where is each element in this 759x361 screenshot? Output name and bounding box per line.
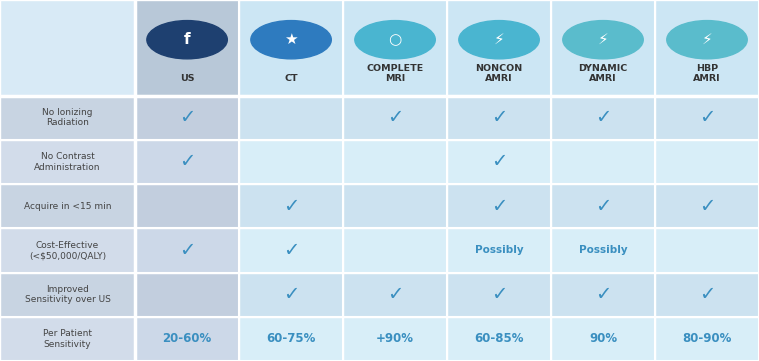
FancyBboxPatch shape xyxy=(343,0,447,96)
FancyBboxPatch shape xyxy=(135,140,239,184)
Text: ✓: ✓ xyxy=(595,197,611,216)
FancyBboxPatch shape xyxy=(655,273,759,317)
FancyBboxPatch shape xyxy=(551,184,655,229)
FancyBboxPatch shape xyxy=(0,273,135,317)
Circle shape xyxy=(667,21,747,59)
FancyBboxPatch shape xyxy=(239,229,343,273)
Text: Possibly: Possibly xyxy=(474,245,524,256)
Circle shape xyxy=(458,21,539,59)
FancyBboxPatch shape xyxy=(447,96,551,140)
FancyBboxPatch shape xyxy=(343,140,447,184)
FancyBboxPatch shape xyxy=(447,184,551,229)
Text: ✓: ✓ xyxy=(179,241,195,260)
Text: ⚡: ⚡ xyxy=(493,32,505,47)
Text: ✓: ✓ xyxy=(491,152,507,171)
FancyBboxPatch shape xyxy=(447,317,551,361)
Text: Cost-Effective
(<$50,000/QALY): Cost-Effective (<$50,000/QALY) xyxy=(29,241,106,260)
Text: COMPLETE
MRI: COMPLETE MRI xyxy=(367,64,424,83)
FancyBboxPatch shape xyxy=(0,229,135,273)
Text: 60-85%: 60-85% xyxy=(474,332,524,345)
Text: ⚡: ⚡ xyxy=(597,32,609,47)
FancyBboxPatch shape xyxy=(655,96,759,140)
FancyBboxPatch shape xyxy=(343,229,447,273)
FancyBboxPatch shape xyxy=(239,273,343,317)
FancyBboxPatch shape xyxy=(0,184,135,229)
FancyBboxPatch shape xyxy=(447,0,551,96)
FancyBboxPatch shape xyxy=(551,273,655,317)
Text: ✓: ✓ xyxy=(699,285,715,304)
FancyBboxPatch shape xyxy=(655,229,759,273)
FancyBboxPatch shape xyxy=(135,229,239,273)
Text: No Contrast
Administration: No Contrast Administration xyxy=(34,152,101,172)
FancyBboxPatch shape xyxy=(239,184,343,229)
Text: NONCON
AMRI: NONCON AMRI xyxy=(475,64,523,83)
FancyBboxPatch shape xyxy=(239,317,343,361)
FancyBboxPatch shape xyxy=(0,140,135,184)
FancyBboxPatch shape xyxy=(239,0,343,96)
Circle shape xyxy=(250,21,331,59)
Text: ✓: ✓ xyxy=(595,285,611,304)
Text: Improved
Sensitivity over US: Improved Sensitivity over US xyxy=(24,285,111,304)
FancyBboxPatch shape xyxy=(343,184,447,229)
Text: ✓: ✓ xyxy=(387,285,403,304)
Text: ✓: ✓ xyxy=(595,108,611,127)
FancyBboxPatch shape xyxy=(135,184,239,229)
FancyBboxPatch shape xyxy=(0,96,135,140)
FancyBboxPatch shape xyxy=(135,273,239,317)
Text: ✓: ✓ xyxy=(179,152,195,171)
FancyBboxPatch shape xyxy=(655,317,759,361)
FancyBboxPatch shape xyxy=(551,229,655,273)
Text: 60-75%: 60-75% xyxy=(266,332,316,345)
FancyBboxPatch shape xyxy=(135,317,239,361)
Text: 90%: 90% xyxy=(589,332,617,345)
FancyBboxPatch shape xyxy=(551,96,655,140)
FancyBboxPatch shape xyxy=(655,140,759,184)
Text: 20-60%: 20-60% xyxy=(162,332,212,345)
Text: Acquire in <15 min: Acquire in <15 min xyxy=(24,202,112,211)
Text: No Ionizing
Radiation: No Ionizing Radiation xyxy=(43,108,93,127)
Text: ✓: ✓ xyxy=(699,197,715,216)
FancyBboxPatch shape xyxy=(551,140,655,184)
FancyBboxPatch shape xyxy=(135,96,239,140)
FancyBboxPatch shape xyxy=(239,96,343,140)
Circle shape xyxy=(147,21,228,59)
Text: ✓: ✓ xyxy=(491,108,507,127)
Text: ✓: ✓ xyxy=(283,241,299,260)
FancyBboxPatch shape xyxy=(343,273,447,317)
FancyBboxPatch shape xyxy=(0,317,135,361)
Text: ○: ○ xyxy=(389,32,402,47)
Circle shape xyxy=(354,21,435,59)
Text: ✓: ✓ xyxy=(283,285,299,304)
Text: f: f xyxy=(184,32,191,47)
Text: 80-90%: 80-90% xyxy=(682,332,732,345)
Circle shape xyxy=(563,21,644,59)
Text: ✓: ✓ xyxy=(491,197,507,216)
Text: Possibly: Possibly xyxy=(578,245,628,256)
Text: CT: CT xyxy=(285,74,298,83)
FancyBboxPatch shape xyxy=(447,273,551,317)
FancyBboxPatch shape xyxy=(655,184,759,229)
Text: ⚡: ⚡ xyxy=(701,32,713,47)
Text: ✓: ✓ xyxy=(179,108,195,127)
FancyBboxPatch shape xyxy=(551,317,655,361)
Text: ✓: ✓ xyxy=(283,197,299,216)
FancyBboxPatch shape xyxy=(239,140,343,184)
FancyBboxPatch shape xyxy=(135,0,239,96)
FancyBboxPatch shape xyxy=(551,0,655,96)
Text: US: US xyxy=(180,74,194,83)
FancyBboxPatch shape xyxy=(655,0,759,96)
FancyBboxPatch shape xyxy=(447,229,551,273)
Text: ✓: ✓ xyxy=(387,108,403,127)
Text: ✓: ✓ xyxy=(699,108,715,127)
Text: HBP
AMRI: HBP AMRI xyxy=(693,64,721,83)
Text: Per Patient
Sensitivity: Per Patient Sensitivity xyxy=(43,329,92,349)
Text: ★: ★ xyxy=(285,32,298,47)
Text: +90%: +90% xyxy=(376,332,414,345)
FancyBboxPatch shape xyxy=(447,140,551,184)
Text: ✓: ✓ xyxy=(491,285,507,304)
FancyBboxPatch shape xyxy=(343,317,447,361)
Text: DYNAMIC
AMRI: DYNAMIC AMRI xyxy=(578,64,628,83)
FancyBboxPatch shape xyxy=(0,0,135,96)
FancyBboxPatch shape xyxy=(343,96,447,140)
